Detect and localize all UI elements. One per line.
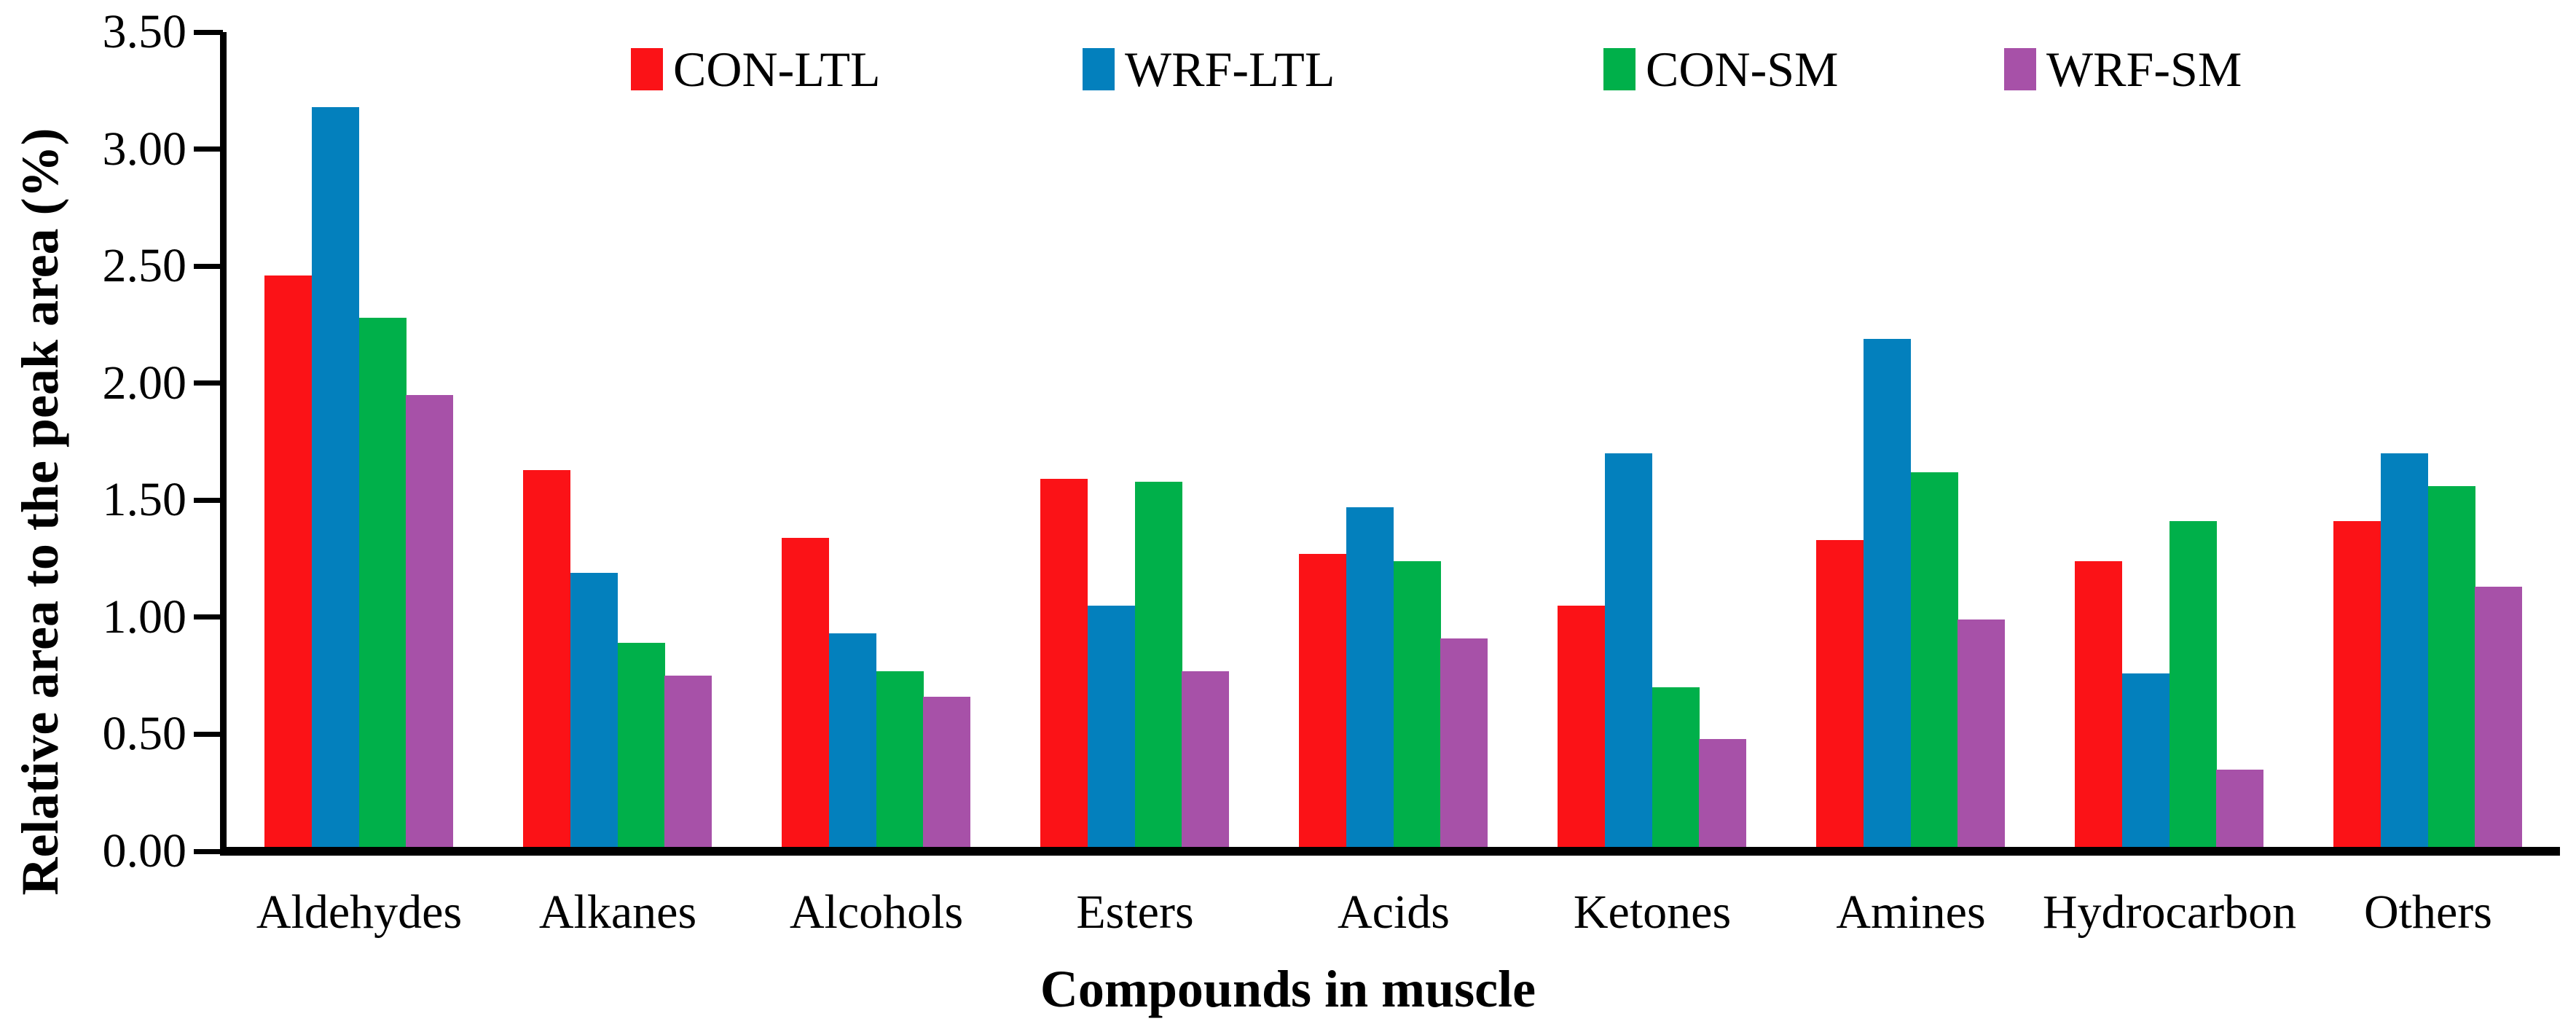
bar-wrf-sm-ketones <box>1699 739 1746 851</box>
bar-con-sm-alcohols <box>876 671 924 851</box>
bar-con-ltl-acids <box>1299 554 1346 851</box>
bar-wrf-sm-hydrocarbon <box>2216 770 2263 851</box>
x-tick-label-acids: Acids <box>1338 886 1450 939</box>
x-tick-label-esters: Esters <box>1076 886 1194 939</box>
y-tick-mark-3.00 <box>194 146 223 152</box>
legend-swatch-con-ltl <box>631 48 663 90</box>
bar-con-sm-alkanes <box>618 643 665 851</box>
x-tick-label-ketones: Ketones <box>1573 886 1732 939</box>
y-tick-mark-0.00 <box>194 848 223 854</box>
legend-item-wrf-sm: WRF-SM <box>2004 42 2242 97</box>
bar-con-ltl-others <box>2333 521 2381 851</box>
y-tick-label-1.00: 1.00 <box>102 590 187 644</box>
legend-item-con-sm: CON-SM <box>1603 42 1839 97</box>
legend-swatch-con-sm <box>1603 48 1635 90</box>
bar-con-ltl-aldehydes <box>264 275 312 851</box>
legend: CON-LTL WRF-LTL CON-SM WRF-SM <box>0 0 2576 109</box>
bar-wrf-ltl-alkanes <box>570 573 618 851</box>
bar-con-sm-hydrocarbon <box>2169 521 2217 851</box>
x-tick-label-hydrocarbon: Hydrocarbon <box>2042 886 2297 939</box>
y-tick-label-0.50: 0.50 <box>102 707 187 761</box>
x-tick-label-alcohols: Alcohols <box>789 886 964 939</box>
legend-label-con-ltl: CON-LTL <box>673 42 881 97</box>
x-tick-label-amines: Amines <box>1836 886 1986 939</box>
bar-wrf-sm-alcohols <box>923 697 970 851</box>
y-tick-label-2.00: 2.00 <box>102 356 187 410</box>
bar-con-ltl-alkanes <box>523 470 570 851</box>
bar-wrf-ltl-others <box>2381 453 2428 851</box>
bar-wrf-sm-others <box>2475 587 2522 851</box>
bar-wrf-ltl-alcohols <box>829 633 876 851</box>
bar-con-sm-aldehydes <box>359 318 407 851</box>
bar-wrf-ltl-esters <box>1088 606 1135 851</box>
legend-label-con-sm: CON-SM <box>1646 42 1839 97</box>
y-tick-label-1.50: 1.50 <box>102 473 187 527</box>
y-tick-label-0.00: 0.00 <box>102 824 187 878</box>
y-tick-label-3.50: 3.50 <box>102 5 187 58</box>
y-tick-mark-0.50 <box>194 731 223 737</box>
y-tick-mark-3.50 <box>194 29 223 35</box>
bar-wrf-sm-alkanes <box>664 676 712 851</box>
legend-swatch-wrf-sm <box>2004 48 2036 90</box>
y-tick-mark-2.00 <box>194 380 223 386</box>
bar-wrf-ltl-hydrocarbon <box>2122 673 2169 851</box>
bar-wrf-ltl-amines <box>1864 339 1911 851</box>
bar-wrf-sm-amines <box>1957 620 2005 851</box>
bar-con-sm-ketones <box>1652 687 1700 851</box>
legend-label-wrf-sm: WRF-SM <box>2046 42 2242 97</box>
x-tick-label-alkanes: Alkanes <box>538 886 697 939</box>
legend-label-wrf-ltl: WRF-LTL <box>1125 42 1335 97</box>
legend-item-wrf-ltl: WRF-LTL <box>1083 42 1335 97</box>
bar-con-ltl-alcohols <box>782 538 829 851</box>
bar-con-sm-acids <box>1394 561 1441 851</box>
bar-wrf-ltl-acids <box>1346 507 1394 851</box>
bar-con-sm-esters <box>1135 482 1182 851</box>
y-tick-mark-1.00 <box>194 614 223 620</box>
bar-con-sm-amines <box>1911 472 1958 851</box>
y-tick-label-3.00: 3.00 <box>102 122 187 176</box>
bar-con-ltl-amines <box>1816 540 1864 851</box>
bar-wrf-ltl-aldehydes <box>312 107 359 851</box>
legend-item-con-ltl: CON-LTL <box>631 42 881 97</box>
x-tick-label-aldehydes: Aldehydes <box>256 886 463 939</box>
y-tick-mark-1.50 <box>194 497 223 503</box>
bar-wrf-ltl-ketones <box>1605 453 1652 851</box>
bar-con-sm-others <box>2428 486 2475 851</box>
x-axis-title: Compounds in muscle <box>1040 960 1536 1018</box>
bar-wrf-sm-aldehydes <box>406 395 453 851</box>
legend-swatch-wrf-ltl <box>1083 48 1115 90</box>
y-tick-label-2.50: 2.50 <box>102 239 187 293</box>
bar-con-ltl-esters <box>1040 479 1088 851</box>
bar-con-ltl-hydrocarbon <box>2075 561 2122 851</box>
bar-con-ltl-ketones <box>1558 606 1605 851</box>
y-axis-line <box>220 32 227 853</box>
bar-wrf-sm-esters <box>1182 671 1229 851</box>
x-tick-label-others: Others <box>2364 886 2492 939</box>
x-axis-line <box>220 847 2560 856</box>
y-tick-mark-2.50 <box>194 263 223 269</box>
bar-wrf-sm-acids <box>1440 638 1488 851</box>
